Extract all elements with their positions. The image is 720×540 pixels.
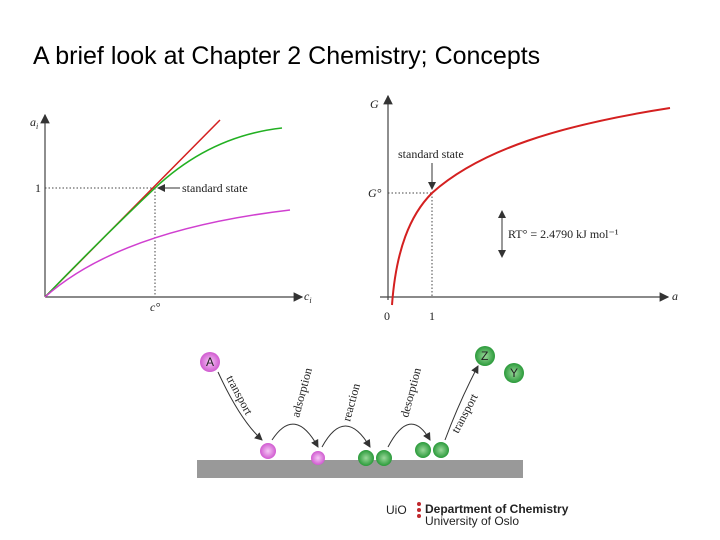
x-tick-label: c° (150, 300, 160, 314)
y-axis-label-main: a (30, 115, 36, 129)
step-label: desorption (397, 366, 424, 419)
x-axis-label-sub: i (309, 296, 311, 305)
y-tick-label: 1 (35, 181, 41, 195)
x-tick-label: 0 (384, 309, 390, 323)
energy-note: RT° = 2.4790 kJ mol⁻¹ (508, 227, 619, 241)
x-axis-label-main: c (304, 289, 310, 303)
step-label: transport (223, 373, 256, 418)
footer-department: Department of Chemistry (425, 502, 569, 516)
surface-process: A Z Y transport adsorption reaction deso… (197, 346, 524, 478)
step-label: adsorption (288, 366, 315, 419)
activity-graph: ai ci 1 c° standard state (30, 113, 312, 314)
annotation: standard state (398, 147, 464, 161)
footer-short: UiO (386, 503, 407, 517)
y-tick-label: G° (368, 186, 382, 200)
footer-university: University of Oslo (425, 514, 519, 528)
slide-title: A brief look at Chapter 2 Chemistry; Con… (33, 42, 540, 70)
gibbs-graph: G G° a 0 1 standard state RT° = 2.4790 k… (368, 94, 678, 323)
x-axis-label: ci (304, 289, 312, 305)
y-axis-label: G (370, 97, 379, 111)
x-tick-label: 1 (429, 309, 435, 323)
species-label: Z (481, 349, 488, 363)
species-label: A (206, 355, 214, 369)
step-label: transport (448, 391, 481, 436)
step-label: reaction (339, 382, 363, 423)
y-axis-label: ai (30, 115, 38, 131)
x-axis-label: a (672, 289, 678, 303)
footer: UiO Department of Chemistry University o… (386, 502, 569, 528)
species-label: Y (510, 366, 518, 380)
y-axis-label-sub: i (36, 122, 38, 131)
annotation: standard state (182, 181, 248, 195)
